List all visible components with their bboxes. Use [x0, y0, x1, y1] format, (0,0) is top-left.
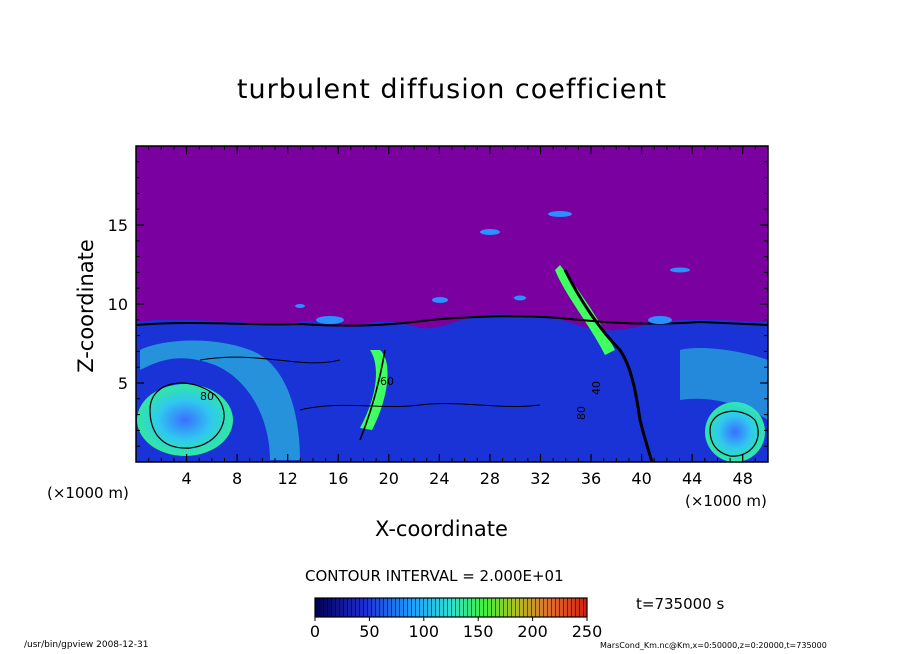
y-axis-label: Z-coordinate — [74, 239, 98, 373]
y-tick-label: 5 — [118, 374, 128, 393]
contour-shear-line-2 — [359, 349, 386, 441]
time-label: t=735000 s — [636, 595, 725, 613]
x-tick-label: 20 — [379, 469, 399, 488]
colorbar-tick-label: 250 — [572, 622, 603, 641]
footer-program-date: /usr/bin/gpview 2008-12-31 — [24, 640, 149, 650]
colorbar-tick-label: 0 — [310, 622, 320, 641]
x-tick-label: 40 — [631, 469, 651, 488]
x-tick-label: 48 — [733, 469, 753, 488]
x-axis-label: X-coordinate — [375, 517, 508, 541]
contour-label: 80 — [575, 406, 588, 420]
colorbar-frame — [314, 597, 588, 618]
contour-line-mid — [299, 403, 541, 411]
contour-boundary — [136, 315, 768, 327]
vortex-right — [705, 402, 765, 462]
x-tick-label: 16 — [328, 469, 348, 488]
turbulent-layer — [136, 314, 768, 462]
footer-source: MarsCond_Km.nc@Km,x=0:50000,z=0:20000,t=… — [600, 641, 827, 650]
x-tick-label: 32 — [530, 469, 550, 488]
colorbar-ticks: 0 50 100 150 200 250 — [310, 617, 602, 641]
x-tick-label: 44 — [682, 469, 702, 488]
colorbar-tick-label: 200 — [517, 622, 548, 641]
y-tick-label: 15 — [108, 216, 128, 235]
x-unit-label-left: (×1000 m) — [47, 484, 129, 502]
plume-fragments — [295, 211, 690, 324]
y-tick-label: 10 — [108, 295, 128, 314]
colorbar-tick-label: 150 — [463, 622, 494, 641]
vortex-left — [137, 384, 233, 456]
contour-label: 40 — [590, 381, 603, 395]
colorbar-contour-stripes — [315, 598, 587, 617]
colorbar-tick-label: 100 — [409, 622, 440, 641]
contour-vortex-right — [709, 410, 759, 457]
contour-shear-line — [563, 269, 654, 462]
x-tick-label: 28 — [480, 469, 500, 488]
x-tick-label: 8 — [232, 469, 242, 488]
contour-vortex-left — [149, 382, 225, 449]
contour-label: 80 — [200, 390, 214, 403]
cyan-region-left — [140, 340, 300, 460]
contour-interval-text: CONTOUR INTERVAL = 2.000E+01 — [305, 567, 564, 585]
shear-band-2 — [555, 265, 615, 355]
heatmap-field: 80 60 80 40 — [136, 146, 768, 462]
chart-title: turbulent diffusion coefficient — [236, 74, 668, 105]
colorbar-tick-label: 50 — [359, 622, 379, 641]
cyan-region-right — [680, 348, 768, 420]
x-tick-label: 12 — [278, 469, 298, 488]
contour-label: 60 — [380, 375, 394, 388]
colorbar: 0 50 100 150 200 250 — [310, 597, 602, 641]
contour-line-upper — [199, 356, 341, 364]
x-unit-label-right: (×1000 m) — [685, 492, 767, 510]
x-tick-label: 36 — [581, 469, 601, 488]
x-tick-label: 24 — [429, 469, 449, 488]
x-tick-label: 4 — [181, 469, 191, 488]
